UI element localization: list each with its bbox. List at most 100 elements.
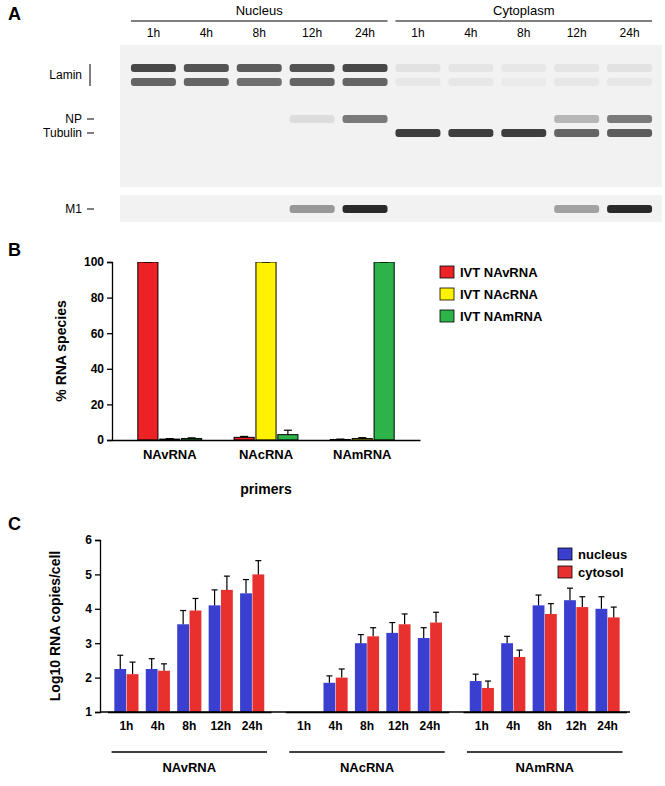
lane-label: 24h <box>355 26 375 40</box>
panel-c: C1234561h4h8h12h24hNAvRNA1h4h8h12h24hNAc… <box>8 514 630 775</box>
band <box>184 64 229 72</box>
tick: 12h <box>388 712 409 733</box>
tick-label: 40 <box>91 362 105 376</box>
error-bar <box>380 262 388 263</box>
tick: 24h <box>597 712 618 733</box>
band-marker <box>87 119 94 120</box>
band <box>184 78 229 86</box>
tick: 100 <box>84 255 112 269</box>
background <box>0 0 665 786</box>
tick-label: NAmRNA <box>333 447 392 462</box>
error-cap <box>598 596 604 597</box>
error-line <box>360 635 361 644</box>
tick-label: 60 <box>91 327 105 341</box>
error-cap <box>504 636 510 637</box>
group-line <box>112 751 267 753</box>
error-bar <box>262 262 270 263</box>
y-axis-title: Log10 RNA copies/cell <box>47 551 63 701</box>
tick-mark <box>107 440 112 441</box>
band-marker <box>87 209 94 210</box>
error-line <box>487 681 488 688</box>
tick-label: 4 <box>85 602 92 616</box>
bar <box>533 605 545 712</box>
bar <box>209 605 221 712</box>
error-line <box>506 636 507 643</box>
band <box>131 115 176 123</box>
band <box>554 129 599 137</box>
band <box>290 78 335 86</box>
bar <box>564 600 576 712</box>
bar <box>418 638 430 712</box>
error-bar <box>402 614 408 624</box>
legend-label: cytosol <box>578 565 624 580</box>
error-bar <box>326 676 332 683</box>
error-cap <box>567 588 573 589</box>
error-bar <box>567 588 573 600</box>
tick: 1h <box>475 712 489 733</box>
y-axis: 020406080100 <box>84 255 113 447</box>
y-axis-title: % RNA species <box>53 300 69 402</box>
error-cap <box>212 589 218 590</box>
axis-line <box>463 712 626 713</box>
bar <box>221 590 233 712</box>
bar <box>158 671 170 712</box>
band <box>554 78 599 86</box>
tick-mark <box>95 677 100 678</box>
bar <box>234 437 254 440</box>
error-cap <box>421 627 427 628</box>
tick-label: 1 <box>85 705 92 719</box>
tick-label: 12h <box>388 719 409 733</box>
error-bar <box>611 607 617 617</box>
tick: NAcRNA <box>239 440 294 462</box>
bar <box>252 574 264 712</box>
error-bar <box>336 439 344 440</box>
membrane <box>120 195 662 222</box>
error-bar <box>433 612 439 622</box>
error-line <box>392 623 393 633</box>
band <box>554 64 599 72</box>
protein-label: Tubulin <box>43 126 82 140</box>
error-bar <box>117 655 123 669</box>
error-line <box>245 580 246 594</box>
error-cap <box>130 662 136 663</box>
tick-label: 8h <box>182 719 196 733</box>
bar <box>330 439 350 440</box>
bar <box>482 688 494 712</box>
bar <box>336 678 348 712</box>
error-cap <box>548 603 554 604</box>
band <box>290 115 335 123</box>
band <box>448 78 493 86</box>
tick: 8h <box>360 712 374 733</box>
error-bar <box>161 664 167 671</box>
tick-label: 1h <box>297 719 311 733</box>
band <box>184 205 229 213</box>
bar <box>545 614 557 712</box>
tick-label: 12h <box>566 719 587 733</box>
tick-label: 12h <box>210 719 231 733</box>
axis-line <box>108 712 271 713</box>
tick-mark <box>95 712 100 713</box>
tick: 0 <box>97 433 112 447</box>
error-cap <box>144 262 152 263</box>
band <box>448 115 493 123</box>
tick-label: 8h <box>360 719 374 733</box>
band <box>131 64 176 72</box>
bar <box>182 439 202 440</box>
tick-label: 5 <box>85 568 92 582</box>
error-bar <box>149 659 155 669</box>
tick: 40 <box>91 362 112 376</box>
band <box>501 129 546 137</box>
bar <box>160 439 180 440</box>
error-bar <box>212 590 218 605</box>
legend-label: IVT NAvRNA <box>460 265 538 280</box>
bar <box>114 669 126 712</box>
tick: 12h <box>566 712 587 733</box>
band <box>131 205 176 213</box>
lane-label: 4h <box>200 26 213 40</box>
tick: 5 <box>85 568 100 582</box>
band <box>501 115 546 123</box>
band <box>607 205 652 213</box>
error-line <box>183 611 184 625</box>
band <box>290 205 335 213</box>
error-line <box>550 604 551 614</box>
